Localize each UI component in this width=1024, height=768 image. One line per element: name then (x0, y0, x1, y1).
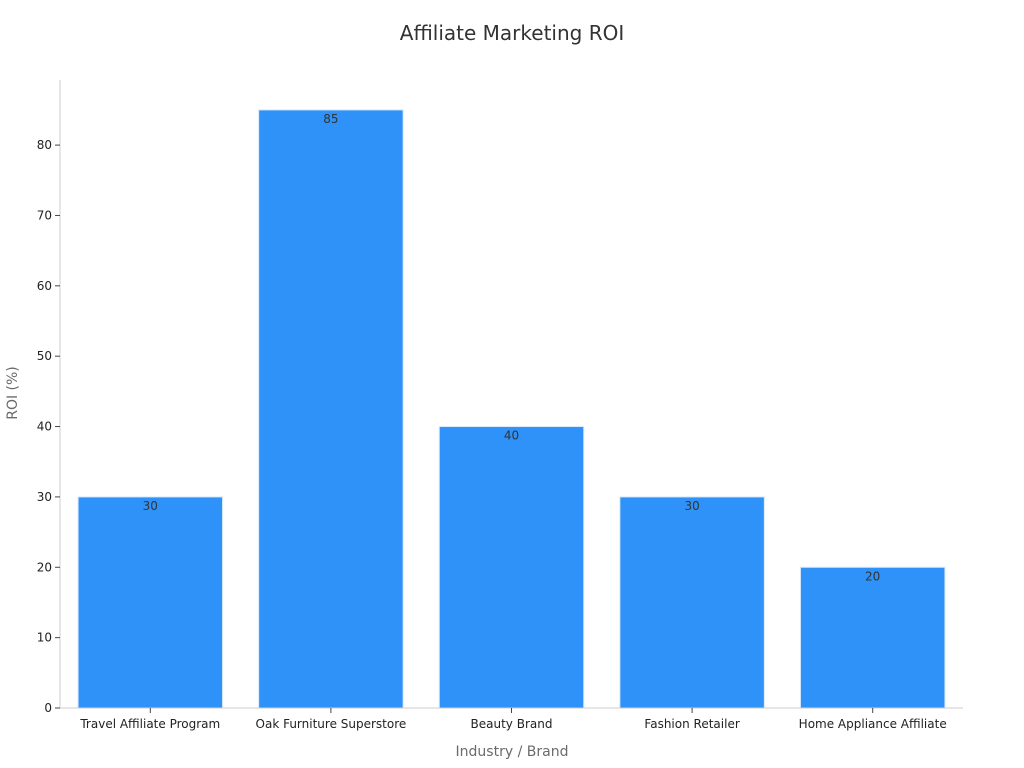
y-tick-label: 60 (37, 279, 52, 293)
y-tick-label: 40 (37, 420, 52, 434)
y-tick-label: 50 (37, 349, 52, 363)
bar (258, 109, 404, 709)
y-axis-label: ROI (%) (5, 366, 21, 420)
x-tick-label: Home Appliance Affiliate (799, 717, 947, 731)
bar-value-label: 40 (504, 429, 519, 443)
y-tick-label: 30 (37, 490, 52, 504)
y-tick-label: 80 (37, 138, 52, 152)
x-axis-label: Industry / Brand (456, 744, 569, 760)
bar-value-label: 30 (143, 499, 158, 513)
bar (438, 426, 585, 709)
chart-title: Affiliate Marketing ROI (400, 21, 624, 45)
bars-group: 30 85 40 30 20 (77, 109, 946, 709)
x-tick-label: Travel Affiliate Program (79, 717, 220, 731)
bar (799, 566, 946, 709)
bar-value-label: 20 (865, 569, 880, 583)
x-tick-label: Beauty Brand (471, 717, 553, 731)
y-tick-label: 70 (37, 208, 52, 222)
y-tick-label: 20 (37, 560, 52, 574)
bar (619, 496, 765, 709)
y-tick-label: 0 (44, 701, 52, 715)
axes-group: 0 10 20 30 40 50 60 70 80 Travel Affiliate Progra… (37, 80, 963, 731)
y-tick-label: 10 (37, 631, 52, 645)
bar-value-label: 30 (684, 499, 699, 513)
bar (77, 496, 224, 709)
bar-value-label: 85 (323, 112, 338, 126)
x-tick-label: Fashion Retailer (644, 717, 739, 731)
x-tick-label: Oak Furniture Superstore (256, 717, 407, 731)
